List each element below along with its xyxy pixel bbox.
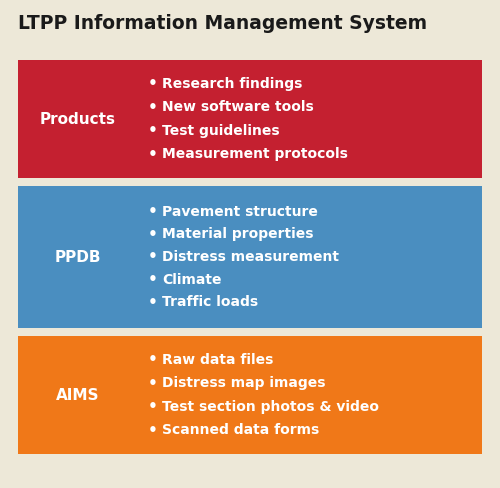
Text: •: • (148, 249, 158, 264)
Text: •: • (148, 204, 158, 219)
Text: Raw data files: Raw data files (162, 353, 274, 366)
Text: Material properties: Material properties (162, 227, 314, 241)
Text: •: • (148, 147, 158, 162)
Text: •: • (148, 295, 158, 310)
Bar (18, 186, 482, 328)
Text: Scanned data forms: Scanned data forms (162, 424, 320, 437)
Text: •: • (148, 352, 158, 367)
Text: Distress map images: Distress map images (162, 376, 326, 390)
Bar (18, 336, 482, 454)
Text: Research findings: Research findings (162, 77, 302, 91)
Text: AIMS: AIMS (56, 387, 100, 403)
Text: Climate: Climate (162, 273, 222, 287)
Text: •: • (148, 423, 158, 438)
Text: •: • (148, 76, 158, 91)
Text: •: • (148, 399, 158, 414)
Text: •: • (148, 272, 158, 287)
Text: Distress measurement: Distress measurement (162, 250, 339, 264)
Text: Products: Products (40, 111, 116, 126)
Text: •: • (148, 123, 158, 138)
Text: Pavement structure: Pavement structure (162, 204, 318, 219)
Text: •: • (148, 376, 158, 391)
Text: PPDB: PPDB (55, 249, 101, 264)
Text: Test section photos & video: Test section photos & video (162, 400, 379, 414)
Text: Measurement protocols: Measurement protocols (162, 147, 348, 162)
Text: •: • (148, 100, 158, 115)
Text: Traffic loads: Traffic loads (162, 295, 258, 309)
Text: Test guidelines: Test guidelines (162, 124, 280, 138)
Bar (18, 60, 482, 178)
Text: •: • (148, 227, 158, 242)
Text: New software tools: New software tools (162, 100, 314, 114)
Text: LTPP Information Management System: LTPP Information Management System (18, 14, 427, 33)
